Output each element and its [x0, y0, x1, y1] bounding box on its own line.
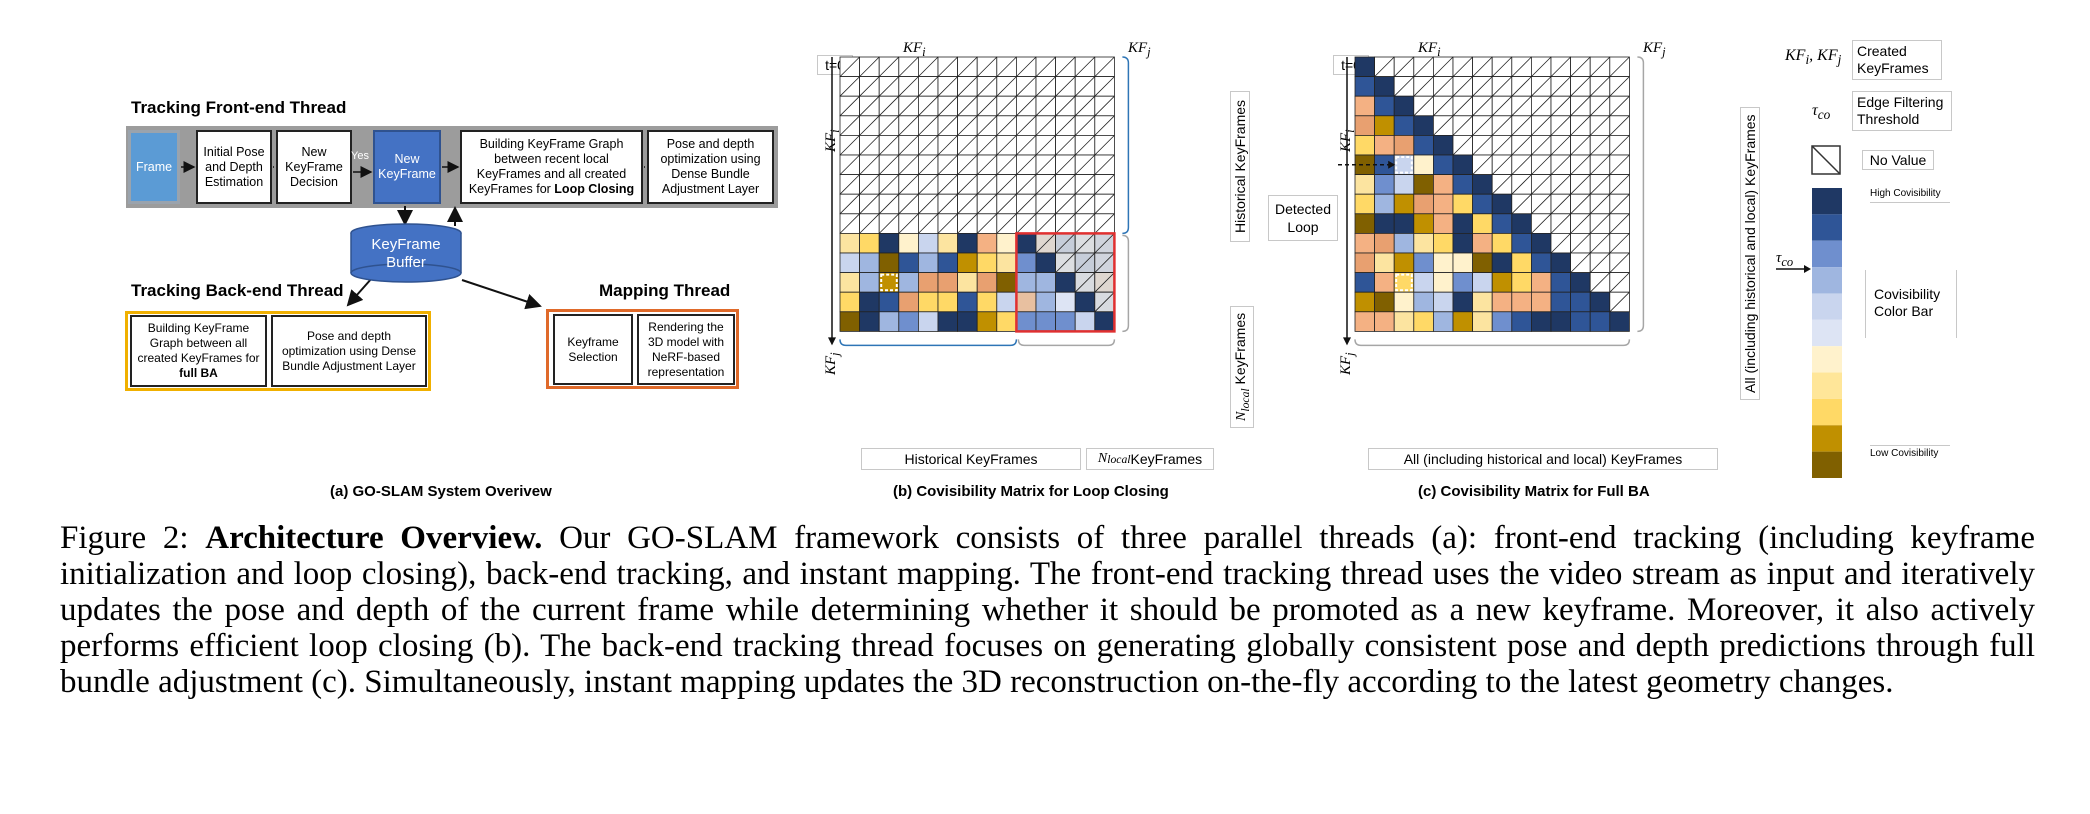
legend-colorbar-label: Covisibility Color Bar — [1865, 270, 1957, 338]
rendering-box: Rendering the 3D model with NeRF-based r… — [637, 314, 735, 385]
keyframe-selection-box: Keyframe Selection — [553, 314, 633, 385]
historical-label-bottom: Historical KeyFrames — [861, 448, 1081, 470]
legend-edge-filtering: Edge Filtering Threshold — [1852, 91, 1952, 131]
colorbar-segment — [1812, 188, 1842, 215]
initial-pose-box: Initial Pose and Depth Estimation — [196, 130, 272, 204]
detected-loop-label: Detected Loop — [1268, 195, 1338, 241]
legend-tau-symbol: τco — [1812, 102, 1831, 123]
colorbar-tau-marker: τco — [1776, 250, 1794, 269]
back-end-title: Tracking Back-end Thread — [131, 281, 344, 300]
pose-opt-box-back: Pose and depth optimization using Dense … — [271, 315, 427, 387]
legend-no-value: No Value — [1862, 150, 1934, 170]
colorbar-segment — [1812, 451, 1842, 478]
kfj-label-c: KFj — [1643, 40, 1666, 59]
historical-label-right: Historical KeyFrames — [1230, 90, 1250, 242]
kfi-label-c: KFi — [1418, 40, 1441, 59]
keyframe-buffer: KeyFrame Buffer — [371, 236, 441, 271]
front-end-title: Tracking Front-end Thread — [131, 98, 347, 117]
caption-c: (c) Covisibility Matrix for Full BA — [1418, 483, 1650, 500]
frame-box: Frame — [128, 130, 180, 204]
colorbar-segment — [1812, 214, 1842, 241]
colorbar-segment — [1812, 267, 1842, 294]
kfj-label-b: KFj — [1128, 40, 1151, 59]
new-keyframe-box: New KeyFrame — [373, 130, 441, 204]
all-keyframes-label-bottom: All (including historical and local) Key… — [1368, 448, 1718, 470]
legend-low: Low Covisibility — [1870, 445, 1950, 460]
colorbar-segment — [1812, 398, 1842, 426]
figure-text: Our GO-SLAM framework consists of three … — [60, 520, 2036, 700]
full-ba-graph-box: Building KeyFrame Graph between all crea… — [130, 315, 267, 387]
caption-a: (a) GO-SLAM System Overivew — [330, 483, 552, 500]
caption-b: (b) Covisibility Matrix for Loop Closing — [893, 483, 1169, 500]
figure-label: Figure 2: — [60, 520, 189, 556]
colorbar-segment — [1812, 240, 1842, 268]
mapping-title: Mapping Thread — [599, 281, 731, 300]
tau-arrow-icon — [1776, 265, 1811, 273]
yes-label: Yes — [351, 150, 369, 162]
legend-created-keyframes: Created KeyFrames — [1852, 40, 1942, 80]
colorbar-segment — [1812, 319, 1842, 347]
covisibility-color-bar — [1812, 188, 1842, 478]
panel-a-arrows — [181, 161, 645, 310]
no-value-swatch-icon — [1811, 145, 1841, 175]
colorbar-segment — [1812, 293, 1842, 320]
figure-title: Architecture Overview. — [205, 520, 543, 556]
legend-high: High Covisibility — [1870, 188, 1950, 203]
all-keyframes-label-right: All (including historical and local) Key… — [1740, 107, 1760, 400]
covisibility-matrix-c — [1338, 56, 1645, 347]
colorbar-segment — [1812, 372, 1842, 399]
nlocal-label-right: Nlocal KeyFrames — [1230, 305, 1254, 428]
keyframe-decision-box: New KeyFrame Decision — [276, 130, 352, 204]
colorbar-segment — [1812, 346, 1842, 373]
pose-opt-box-front: Pose and depth optimization using Dense … — [647, 130, 774, 204]
keyframe-graph-box: Building KeyFrame Graph between recent l… — [460, 130, 643, 204]
colorbar-segment — [1812, 425, 1842, 452]
figure-caption: Figure 2: Architecture Overview. Our GO-… — [60, 520, 2035, 700]
legend-kf-symbol: KFi, KFj — [1785, 47, 1842, 68]
covisibility-matrix-b — [828, 56, 1130, 347]
kfi-label-b: KFi — [903, 40, 926, 59]
